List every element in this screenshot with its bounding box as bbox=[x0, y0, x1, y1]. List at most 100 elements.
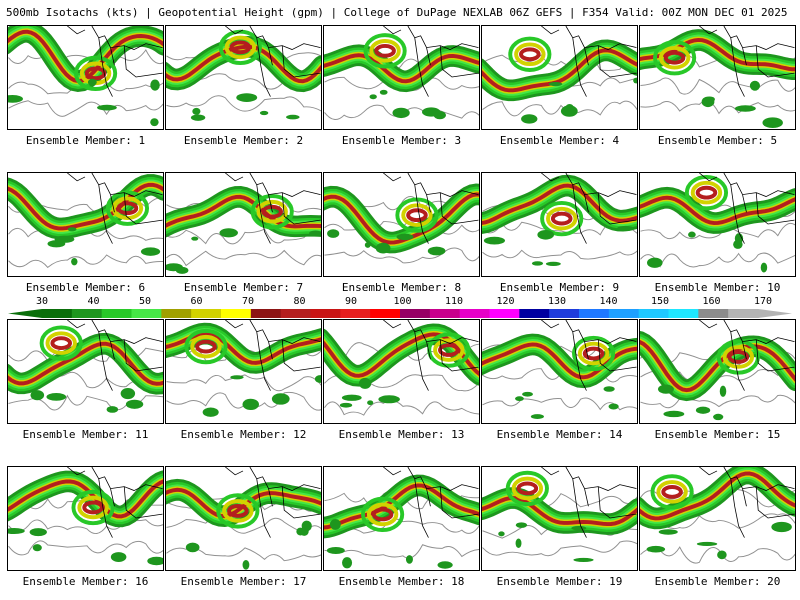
isotach-swirl bbox=[73, 55, 118, 91]
member-map-svg bbox=[482, 320, 637, 420]
isotach-swirl bbox=[374, 43, 396, 58]
isotach-patch bbox=[571, 526, 587, 531]
member-map-svg bbox=[640, 26, 795, 129]
member-map-svg bbox=[482, 173, 637, 266]
member-map-svg bbox=[324, 320, 479, 416]
height-contour bbox=[482, 249, 637, 260]
isotach-band bbox=[8, 479, 163, 519]
isotach-patch bbox=[515, 522, 528, 528]
member-map-svg bbox=[166, 320, 321, 417]
ensemble-member-map bbox=[481, 172, 638, 277]
isotach-band bbox=[324, 192, 479, 245]
map-outline bbox=[541, 467, 637, 538]
isotach-band bbox=[482, 494, 637, 528]
isotach-patch bbox=[140, 247, 161, 256]
member-caption: Ensemble Member: 17 bbox=[180, 575, 307, 588]
colorbar-swatch bbox=[280, 309, 311, 318]
isotach-swirl bbox=[550, 211, 573, 226]
member-caption: Ensemble Member: 20 bbox=[654, 575, 781, 588]
isotach-patch bbox=[646, 545, 666, 553]
ensemble-member-map bbox=[7, 466, 164, 571]
colorbar-tick-label: 160 bbox=[702, 296, 721, 307]
map-outline bbox=[699, 320, 795, 391]
member-caption: Ensemble Member: 14 bbox=[496, 428, 623, 441]
member-map-svg bbox=[324, 467, 479, 569]
member-caption: Ensemble Member: 12 bbox=[180, 428, 307, 441]
isotach-patch bbox=[30, 390, 45, 401]
isotach-swirl bbox=[77, 495, 109, 520]
isotach-swirl bbox=[577, 341, 610, 366]
colorbar-tick-label: 30 bbox=[35, 296, 49, 307]
isotach-swirl bbox=[722, 345, 755, 369]
member-map-svg bbox=[324, 26, 479, 120]
isotach-swirl bbox=[229, 40, 252, 55]
isotach-patch bbox=[608, 403, 619, 410]
height-contour bbox=[324, 247, 479, 264]
isotach-swirl bbox=[406, 208, 428, 223]
isotach-patch bbox=[32, 544, 42, 552]
isotach-patch bbox=[633, 77, 637, 84]
isotach-swirl bbox=[50, 336, 73, 350]
isotach-patch bbox=[367, 400, 374, 406]
isotach-patch bbox=[341, 394, 362, 401]
colorbar-tick-label: 120 bbox=[496, 296, 515, 307]
isotach-patch bbox=[314, 375, 321, 383]
isotach-patch bbox=[498, 531, 505, 537]
isotach-patch bbox=[150, 118, 159, 127]
member-map-svg bbox=[8, 320, 163, 413]
isotach-swirl bbox=[663, 50, 686, 65]
colorbar-swatch bbox=[71, 309, 103, 318]
ensemble-member-map bbox=[639, 25, 796, 130]
map-outline bbox=[541, 26, 637, 97]
colorbar-right-arrow bbox=[758, 309, 792, 318]
isotach-patch bbox=[329, 518, 341, 530]
isotach-patch bbox=[8, 528, 25, 535]
isotach-swirl bbox=[727, 350, 750, 364]
isotach-patch bbox=[185, 542, 200, 553]
isotach-patch bbox=[67, 227, 77, 232]
isotach-patch bbox=[242, 398, 260, 410]
isotach-patch bbox=[259, 110, 269, 116]
member-map-svg bbox=[482, 467, 637, 562]
isotach-patch bbox=[760, 262, 768, 273]
isotach-patch bbox=[309, 230, 321, 236]
colorbar-swatch bbox=[728, 309, 759, 318]
isotach-swirl bbox=[516, 481, 539, 496]
isotach-swirl bbox=[250, 194, 294, 230]
map-outline bbox=[67, 467, 163, 538]
isotach-swirl bbox=[438, 343, 460, 357]
height-contour bbox=[640, 100, 795, 115]
ensemble-member-map bbox=[481, 466, 638, 571]
height-contour bbox=[482, 540, 637, 557]
member-caption: Ensemble Member: 13 bbox=[338, 428, 465, 441]
isotach-patch bbox=[191, 236, 199, 241]
ensemble-member-map bbox=[639, 466, 796, 571]
map-outline bbox=[67, 26, 163, 97]
isotach-patch bbox=[392, 107, 410, 119]
colorbar-swatch bbox=[489, 309, 520, 318]
height-contour bbox=[166, 249, 321, 267]
isotach-swirl bbox=[363, 33, 407, 69]
isotach-swirl bbox=[195, 339, 217, 354]
isotach-patch bbox=[375, 242, 391, 254]
colorbar-swatch bbox=[579, 309, 610, 318]
map-outline bbox=[699, 26, 795, 97]
isotach-patch bbox=[175, 266, 189, 274]
member-caption: Ensemble Member: 16 bbox=[22, 575, 149, 588]
isotach-patch bbox=[695, 406, 711, 414]
isotach-patch bbox=[719, 385, 727, 397]
isotach-band bbox=[166, 44, 321, 84]
isotach-patch bbox=[545, 261, 561, 266]
isotach-patch bbox=[46, 393, 67, 401]
member-caption: Ensemble Member: 10 bbox=[654, 281, 781, 294]
isotach-patch bbox=[733, 239, 743, 249]
isotach-swirl bbox=[661, 485, 683, 499]
isotach-patch bbox=[242, 559, 250, 570]
ensemble-member-map bbox=[639, 319, 796, 424]
member-map-svg bbox=[8, 173, 163, 269]
member-map-svg bbox=[640, 173, 795, 273]
height-contour bbox=[8, 519, 163, 534]
colorbar-swatch bbox=[250, 309, 282, 318]
chart-title: 500mb Isotachs (kts) | Geopotential Heig… bbox=[6, 6, 788, 19]
isotach-band bbox=[640, 195, 795, 225]
